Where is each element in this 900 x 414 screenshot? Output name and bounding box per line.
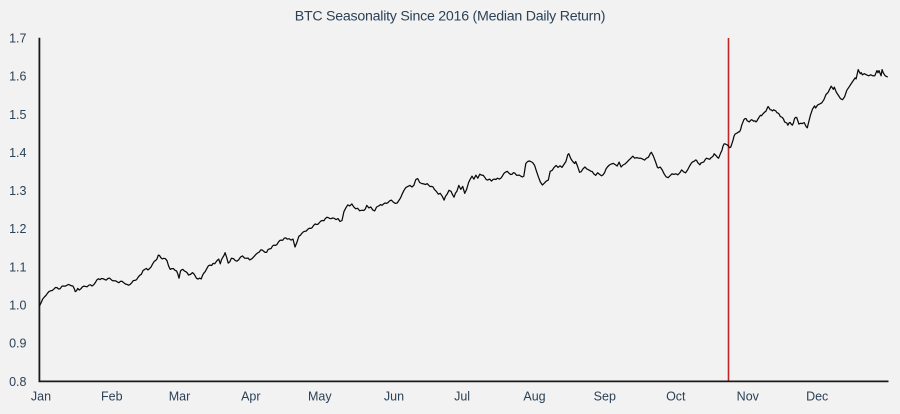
svg-text:May: May [308,389,332,403]
svg-text:1.5: 1.5 [9,108,26,122]
svg-text:Mar: Mar [169,389,191,403]
svg-text:Oct: Oct [666,389,686,403]
svg-text:0.8: 0.8 [9,375,26,389]
svg-text:Nov: Nov [737,389,760,403]
svg-text:Aug: Aug [523,389,545,403]
svg-text:Apr: Apr [241,389,260,403]
svg-text:1.7: 1.7 [9,32,26,46]
svg-text:Jul: Jul [454,389,470,403]
svg-text:1.3: 1.3 [9,184,26,198]
svg-text:1.2: 1.2 [9,222,26,236]
svg-text:Feb: Feb [101,389,123,403]
svg-text:1.0: 1.0 [9,299,26,313]
svg-text:1.6: 1.6 [9,70,26,84]
svg-text:BTC Seasonality Since 2016 (Me: BTC Seasonality Since 2016 (Median Daily… [295,9,606,25]
svg-text:1.4: 1.4 [9,146,26,160]
svg-text:1.1: 1.1 [9,260,26,274]
svg-text:Sep: Sep [594,389,616,403]
svg-text:0.9: 0.9 [9,337,26,351]
svg-text:Jun: Jun [384,389,404,403]
svg-text:Jan: Jan [31,389,51,403]
svg-text:Dec: Dec [806,389,828,403]
